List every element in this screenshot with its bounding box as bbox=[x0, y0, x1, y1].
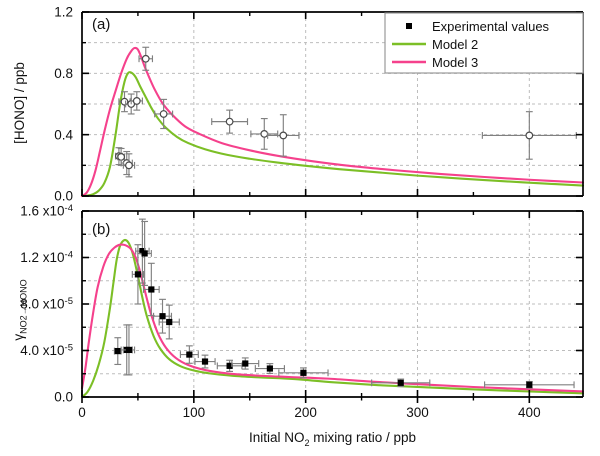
marker-filled-square bbox=[159, 313, 166, 320]
x-axis-title-text: Initial NO2 mixing ratio / ppb bbox=[249, 430, 416, 448]
marker-filled-square bbox=[201, 358, 209, 365]
model-curve-model-3 bbox=[80, 243, 585, 393]
panel-b-y-tick-label: 8.0 x10-5 bbox=[20, 296, 73, 312]
panel-a-y-tick-label: 1.2 bbox=[54, 5, 73, 20]
x-tick-label: 100 bbox=[183, 405, 206, 420]
marker-open-circle bbox=[225, 117, 234, 126]
data-point bbox=[131, 244, 145, 305]
legend-item-label: Experimental values bbox=[432, 19, 550, 34]
model-curve-model-2 bbox=[80, 71, 585, 198]
data-point bbox=[484, 380, 575, 389]
x-tick-label: 300 bbox=[406, 405, 429, 420]
panel-b: 0.04.0 x10-58.0 x10-51.2 x10-41.6 x10-4 … bbox=[11, 203, 585, 405]
panel-a-axes-frame bbox=[81, 11, 584, 197]
data-point bbox=[158, 304, 180, 340]
marker-open-circle bbox=[159, 110, 168, 118]
panel-a-experimental-points bbox=[114, 46, 577, 178]
marker-filled-square bbox=[134, 271, 142, 278]
data-point bbox=[481, 111, 577, 160]
marker-filled-square bbox=[242, 360, 249, 367]
marker-filled-square bbox=[148, 286, 155, 293]
legend: Experimental values Model 2 Model 3 bbox=[384, 12, 584, 74]
data-point bbox=[152, 298, 173, 334]
data-point bbox=[138, 46, 154, 71]
marker-open-circle bbox=[117, 152, 126, 161]
marker-open-circle bbox=[279, 131, 288, 140]
marker-filled-square bbox=[125, 346, 133, 354]
data-point bbox=[194, 354, 216, 369]
panel-b-model-curves bbox=[80, 238, 585, 399]
marker-filled-square bbox=[186, 351, 193, 358]
marker-open-circle bbox=[132, 97, 141, 105]
marker-filled-square bbox=[141, 250, 148, 257]
marker-filled-square bbox=[226, 362, 233, 369]
marker-open-circle bbox=[525, 131, 534, 140]
marker-filled-square bbox=[266, 365, 273, 372]
model-curve-model-2 bbox=[80, 238, 585, 399]
panel-a-y-axis-title: [HONO] / ppb bbox=[12, 62, 27, 144]
panel-b-experimental-points bbox=[113, 218, 575, 389]
data-point bbox=[250, 117, 279, 150]
data-point bbox=[254, 363, 285, 374]
marker-filled-square bbox=[166, 318, 173, 326]
panel-a-y-tick-label: 0.0 bbox=[54, 189, 73, 204]
panel-b-y-tick-label: 4.0 x10-5 bbox=[20, 343, 73, 359]
x-axis-tick-labels: 0 100 200 300 400 bbox=[78, 405, 540, 420]
panel-b-label: (b) bbox=[92, 221, 110, 238]
data-point bbox=[122, 324, 136, 376]
legend-item[interactable]: Model 3 bbox=[392, 55, 478, 70]
panel-b-axes-frame bbox=[81, 210, 584, 403]
panel-b-gridlines bbox=[82, 211, 583, 397]
data-point bbox=[179, 345, 199, 364]
marker-filled-square bbox=[526, 381, 533, 388]
panel-a-y-tick-label: 0.8 bbox=[54, 66, 73, 81]
panel-b-y-tick-label: 1.6 x10-4 bbox=[20, 203, 73, 219]
panel-b-y-tick-label: 0.0 bbox=[54, 390, 73, 405]
legend-marker-square bbox=[406, 23, 412, 29]
data-point bbox=[142, 262, 160, 317]
legend-item-label: Model 3 bbox=[432, 55, 478, 70]
panel-a-label: (a) bbox=[92, 16, 110, 33]
panel-b-y-tick-label: 1.2 x10-4 bbox=[20, 250, 73, 266]
panel-a-tick-labels: 0.0 0.4 0.8 1.2 bbox=[54, 5, 73, 204]
marker-open-circle bbox=[141, 54, 150, 63]
data-point bbox=[267, 114, 300, 157]
x-tick-label: 200 bbox=[294, 405, 317, 420]
x-tick-label: 400 bbox=[518, 405, 541, 420]
panel-b-y-axis-title: γNO2→HONO bbox=[11, 279, 29, 340]
legend-item[interactable]: Experimental values bbox=[406, 19, 550, 34]
data-point bbox=[231, 357, 260, 370]
data-point bbox=[154, 98, 174, 130]
x-tick-label: 0 bbox=[78, 405, 86, 420]
data-point bbox=[122, 153, 136, 178]
legend-item-label: Model 2 bbox=[432, 37, 478, 52]
legend-item[interactable]: Model 2 bbox=[392, 37, 478, 52]
marker-filled-square bbox=[114, 347, 121, 355]
panel-b-tick-labels: 0.0 4.0 x10-5 8.0 x10-5 1.2 x10-4 1.6 x10-4 bbox=[20, 203, 73, 405]
model-curve-model-3 bbox=[80, 46, 585, 198]
panel-b-y-axis-title-text: γNO2→HONO bbox=[11, 279, 29, 340]
marker-open-circle bbox=[125, 161, 133, 170]
panel-a-model-curves bbox=[80, 46, 585, 198]
data-point bbox=[130, 91, 143, 111]
marker-filled-square bbox=[397, 379, 404, 386]
data-point bbox=[211, 109, 249, 134]
marker-open-circle bbox=[260, 129, 269, 138]
data-point bbox=[278, 367, 329, 379]
marker-filled-square bbox=[300, 369, 307, 376]
data-point bbox=[371, 378, 431, 388]
panel-a-y-tick-label: 0.4 bbox=[54, 127, 73, 142]
x-axis-title: Initial NO2 mixing ratio / ppb bbox=[249, 430, 416, 448]
